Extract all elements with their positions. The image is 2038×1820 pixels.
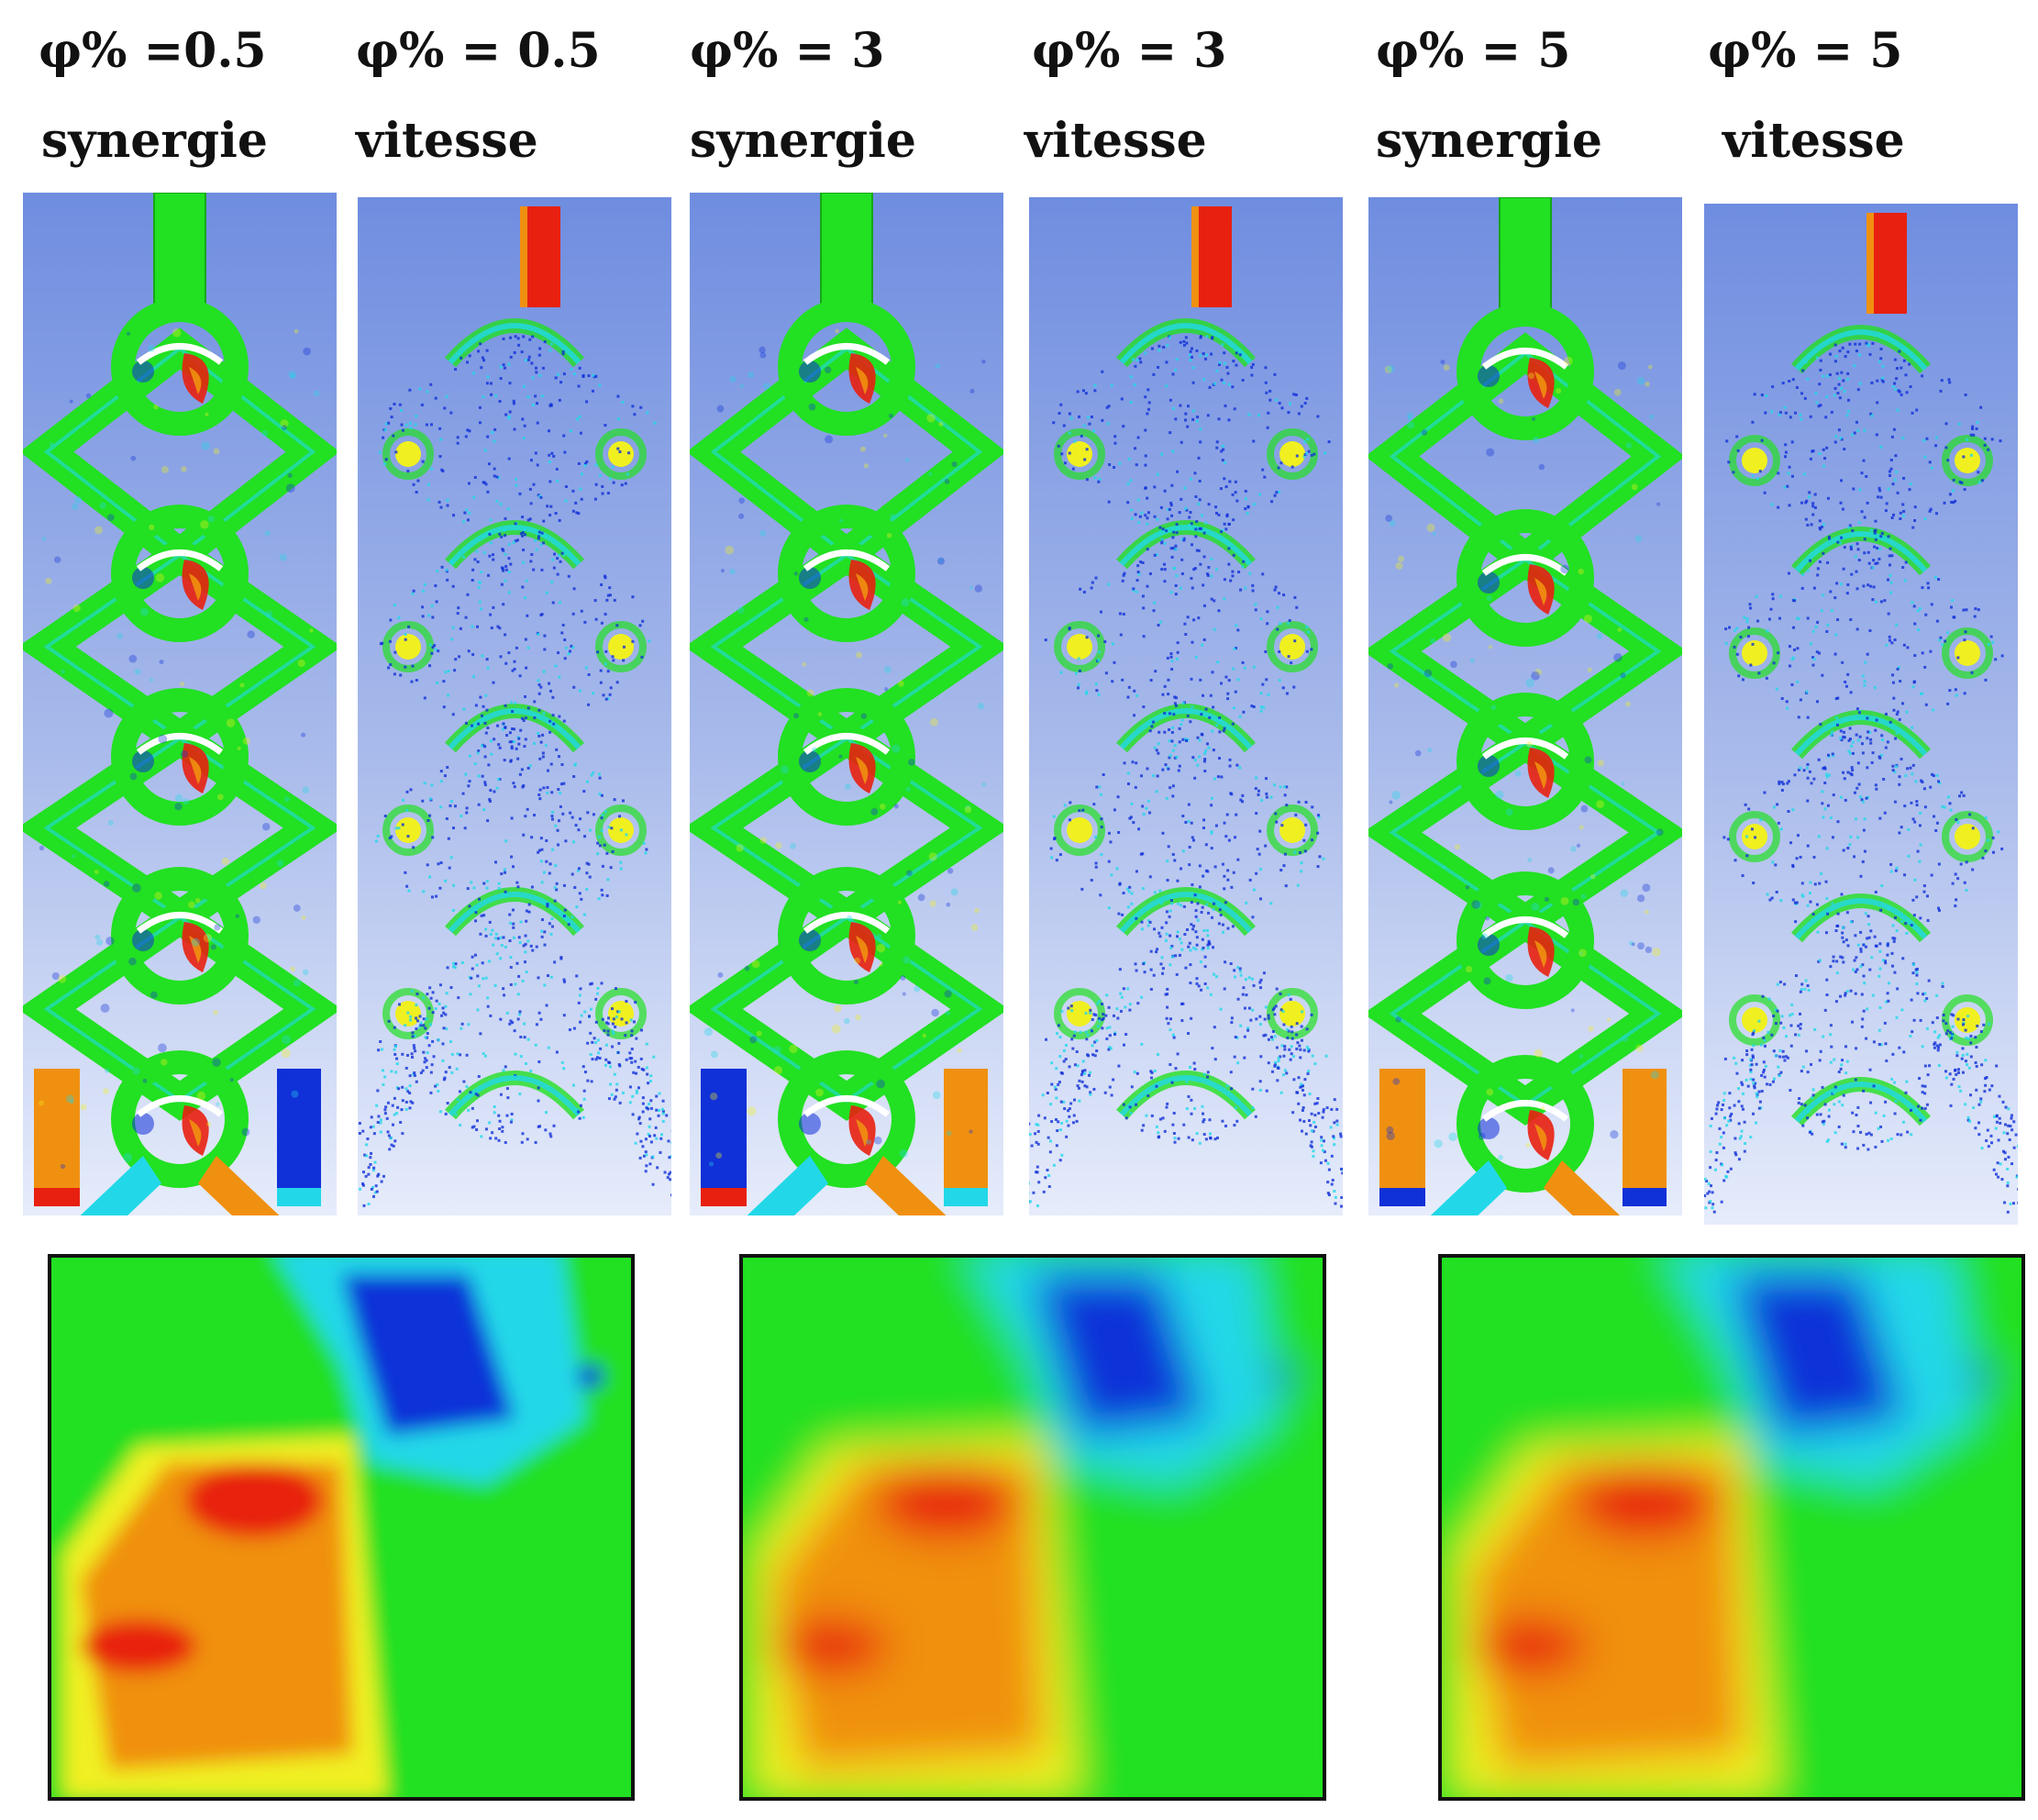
synergie-panel-1	[23, 193, 337, 1215]
label-phi-1: φ% =0.5	[39, 23, 267, 79]
vitesse-field-image-6	[1704, 213, 2018, 1214]
label-phi-2: φ% = 0.5	[356, 23, 601, 79]
synergie-field-image-5	[1368, 197, 1682, 1215]
label-kind-2: vitesse	[356, 113, 538, 169]
label-kind-5: synergie	[1376, 113, 1602, 169]
label-phi-4: φ% = 3	[1032, 23, 1227, 79]
label-kind-4: vitesse	[1025, 113, 1207, 169]
zoom-contour-3	[1438, 1254, 2025, 1801]
label-phi-3: φ% = 3	[690, 23, 885, 79]
synergie-panel-5	[1368, 197, 1682, 1215]
zoom-contour-image-3	[1442, 1258, 2021, 1797]
synergie-field-image-1	[23, 193, 337, 1215]
label-kind-1: synergie	[41, 113, 268, 169]
label-phi-5: φ% = 5	[1376, 23, 1571, 79]
zoom-contour-1	[48, 1254, 635, 1801]
label-kind-3: synergie	[690, 113, 916, 169]
label-phi-6: φ% = 5	[1708, 23, 1903, 79]
vitesse-panel-6	[1704, 204, 2018, 1225]
label-kind-6: vitesse	[1722, 113, 1905, 169]
vitesse-field-image-2	[358, 206, 671, 1207]
zoom-contour-image-2	[743, 1258, 1323, 1797]
vitesse-field-image-4	[1029, 206, 1343, 1208]
vitesse-panel-2	[358, 197, 671, 1215]
zoom-contour-2	[739, 1254, 1326, 1801]
zoom-contour-image-1	[51, 1258, 631, 1797]
synergie-field-image-3	[690, 193, 1003, 1215]
synergie-panel-3	[690, 193, 1003, 1215]
vitesse-panel-4	[1029, 197, 1343, 1215]
